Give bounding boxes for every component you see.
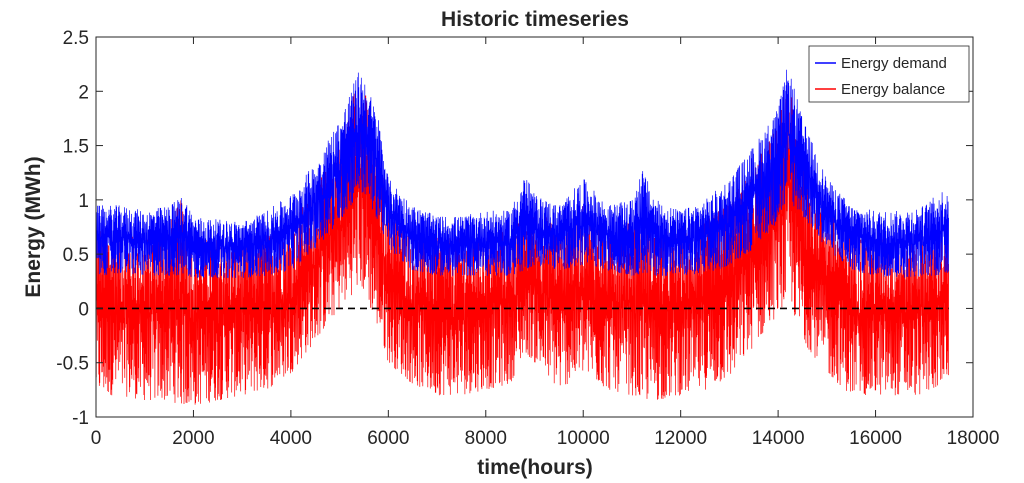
- y-axis-title: Energy (MWh): [22, 156, 45, 297]
- y-tick-label: 1: [78, 191, 89, 212]
- x-tick-label: 2000: [172, 428, 214, 449]
- y-axis: -1 -0.5 0 0.5 1 1.5 2 2.5: [56, 28, 973, 429]
- x-tick-label: 18000: [947, 428, 1000, 449]
- x-tick-label: 6000: [367, 428, 409, 449]
- y-tick-label: 0: [78, 299, 89, 320]
- x-axis-title: time(hours): [477, 456, 593, 479]
- x-tick-label: 12000: [654, 428, 707, 449]
- y-tick-label: -1: [72, 408, 89, 429]
- legend-label-energy-balance: Energy balance: [841, 81, 945, 98]
- y-tick-label: 2: [78, 82, 89, 103]
- y-tick-label: 0.5: [63, 245, 89, 266]
- x-tick-label: 16000: [849, 428, 902, 449]
- chart-title: Historic timeseries: [441, 8, 629, 31]
- axes-box: [95, 36, 974, 418]
- legend-box: [808, 45, 970, 103]
- y-tick-label: 2.5: [63, 28, 89, 49]
- y-tick-label: 1.5: [63, 137, 89, 158]
- legend: Energy demand Energy balance: [808, 45, 970, 103]
- x-tick-label: 10000: [557, 428, 610, 449]
- x-tick-label: 0: [91, 428, 102, 449]
- x-tick-label: 14000: [752, 428, 805, 449]
- y-tick-label: -0.5: [56, 354, 89, 375]
- series-layer: [95, 69, 949, 405]
- legend-label-energy-demand: Energy demand: [841, 55, 947, 72]
- x-tick-label: 8000: [465, 428, 507, 449]
- series-line-energy-demand: [95, 69, 949, 279]
- x-axis: 0 2000 4000 6000 8000 10000 12000 14000 16000 180…: [91, 37, 1000, 449]
- x-tick-label: 4000: [270, 428, 312, 449]
